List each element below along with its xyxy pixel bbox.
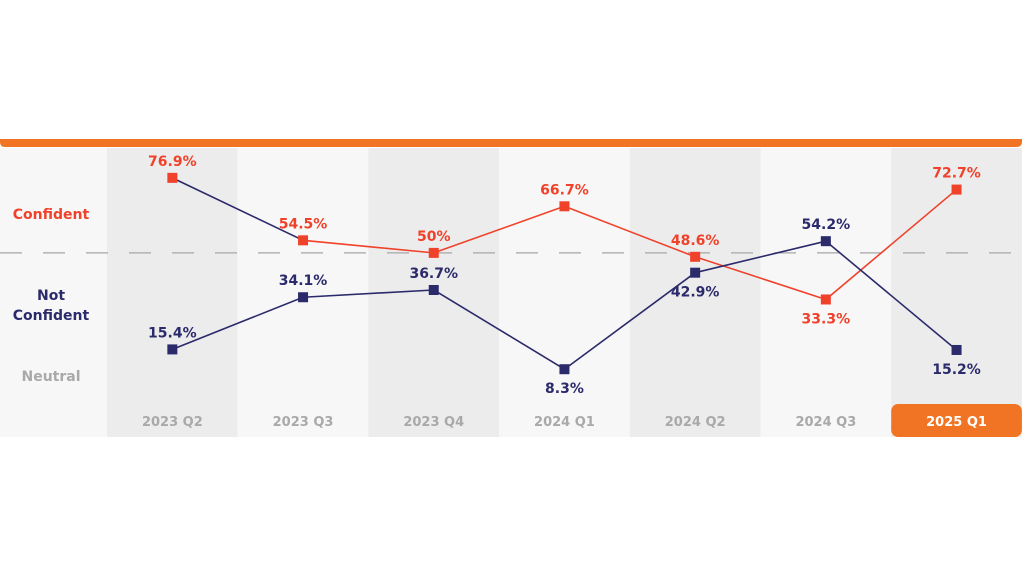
row-label-neutral: Neutral bbox=[21, 369, 80, 385]
confident-marker bbox=[951, 184, 962, 195]
column-band bbox=[107, 148, 238, 437]
confident-line-segment bbox=[564, 205, 696, 258]
confident-line-segment bbox=[825, 188, 958, 301]
x-tick-label: 2023 Q3 bbox=[273, 415, 334, 430]
confident-marker bbox=[167, 172, 178, 183]
confident-data-label: 48.6% bbox=[671, 233, 720, 249]
not_confident-marker bbox=[428, 284, 439, 295]
not_confident-data-label: 42.9% bbox=[671, 285, 720, 301]
not_confident-marker bbox=[167, 344, 178, 355]
not_confident-marker bbox=[690, 267, 701, 278]
confident-line-segment bbox=[302, 239, 434, 254]
row-label-confident: Confident bbox=[13, 207, 90, 223]
confident-line-segment bbox=[172, 177, 304, 242]
confident-marker bbox=[428, 247, 439, 258]
confident-marker bbox=[298, 235, 309, 246]
not_confident-marker bbox=[951, 344, 962, 355]
label-column-bg bbox=[0, 148, 107, 437]
not_confident-line-segment bbox=[563, 272, 696, 370]
not_confident-line-segment bbox=[825, 240, 958, 351]
confident-data-label: 66.7% bbox=[540, 182, 589, 198]
column-band bbox=[499, 148, 630, 437]
series-markers: 76.9% 54.5% 50% 66.7% 48.6% 33.3% 72.7% 15.4% 34… bbox=[148, 154, 981, 397]
not_confident-data-label: 15.2% bbox=[932, 362, 981, 378]
confident-data-label: 76.9% bbox=[148, 154, 197, 170]
x-tick-label: 2025 Q1 bbox=[926, 415, 987, 430]
column-bands bbox=[0, 148, 1022, 437]
not_confident-line-segment bbox=[303, 289, 434, 299]
not_confident-line-segment bbox=[694, 240, 827, 274]
confident-marker bbox=[559, 201, 570, 212]
confident-data-label: 54.5% bbox=[279, 216, 328, 232]
confident-line-segment bbox=[694, 256, 827, 301]
not_confident-data-label: 15.4% bbox=[148, 325, 197, 341]
x-tick-label: 2023 Q2 bbox=[142, 415, 203, 430]
not_confident-marker bbox=[820, 236, 831, 247]
top-accent-bar bbox=[0, 139, 1022, 147]
confident-marker bbox=[820, 294, 831, 305]
confident-data-label: 33.3% bbox=[802, 311, 851, 327]
row-label-not-confident-line2: Confident bbox=[13, 308, 90, 324]
column-band bbox=[629, 148, 761, 437]
not_confident-marker bbox=[559, 364, 570, 375]
column-band bbox=[760, 148, 892, 437]
column-band bbox=[891, 148, 1022, 437]
not_confident-line-segment bbox=[433, 289, 565, 370]
confident-data-label: 72.7% bbox=[932, 166, 981, 182]
not_confident-line-segment bbox=[172, 296, 304, 351]
confident-marker bbox=[690, 251, 701, 262]
series-lines bbox=[172, 177, 958, 370]
not_confident-data-label: 54.2% bbox=[802, 217, 851, 233]
not_confident-data-label: 8.3% bbox=[545, 381, 584, 397]
x-tick-label: 2024 Q3 bbox=[795, 415, 856, 430]
x-tick-label: 2023 Q4 bbox=[403, 415, 464, 430]
confident-data-label: 50% bbox=[417, 229, 451, 245]
x-tick-label: 2024 Q1 bbox=[534, 415, 595, 430]
not_confident-data-label: 34.1% bbox=[279, 273, 328, 289]
row-label-not-confident: Not Confident bbox=[13, 288, 90, 324]
not_confident-marker bbox=[298, 292, 309, 303]
confident-line-segment bbox=[433, 205, 565, 254]
not_confident-data-label: 36.7% bbox=[409, 266, 458, 282]
category-labels: 2023 Q2 2023 Q3 2023 Q4 2024 Q1 2024 Q2 2024 … bbox=[142, 404, 1022, 437]
highlight-pill bbox=[891, 404, 1022, 437]
row-label-not-confident-line1: Not bbox=[37, 288, 65, 304]
x-tick-label: 2024 Q2 bbox=[665, 415, 726, 430]
